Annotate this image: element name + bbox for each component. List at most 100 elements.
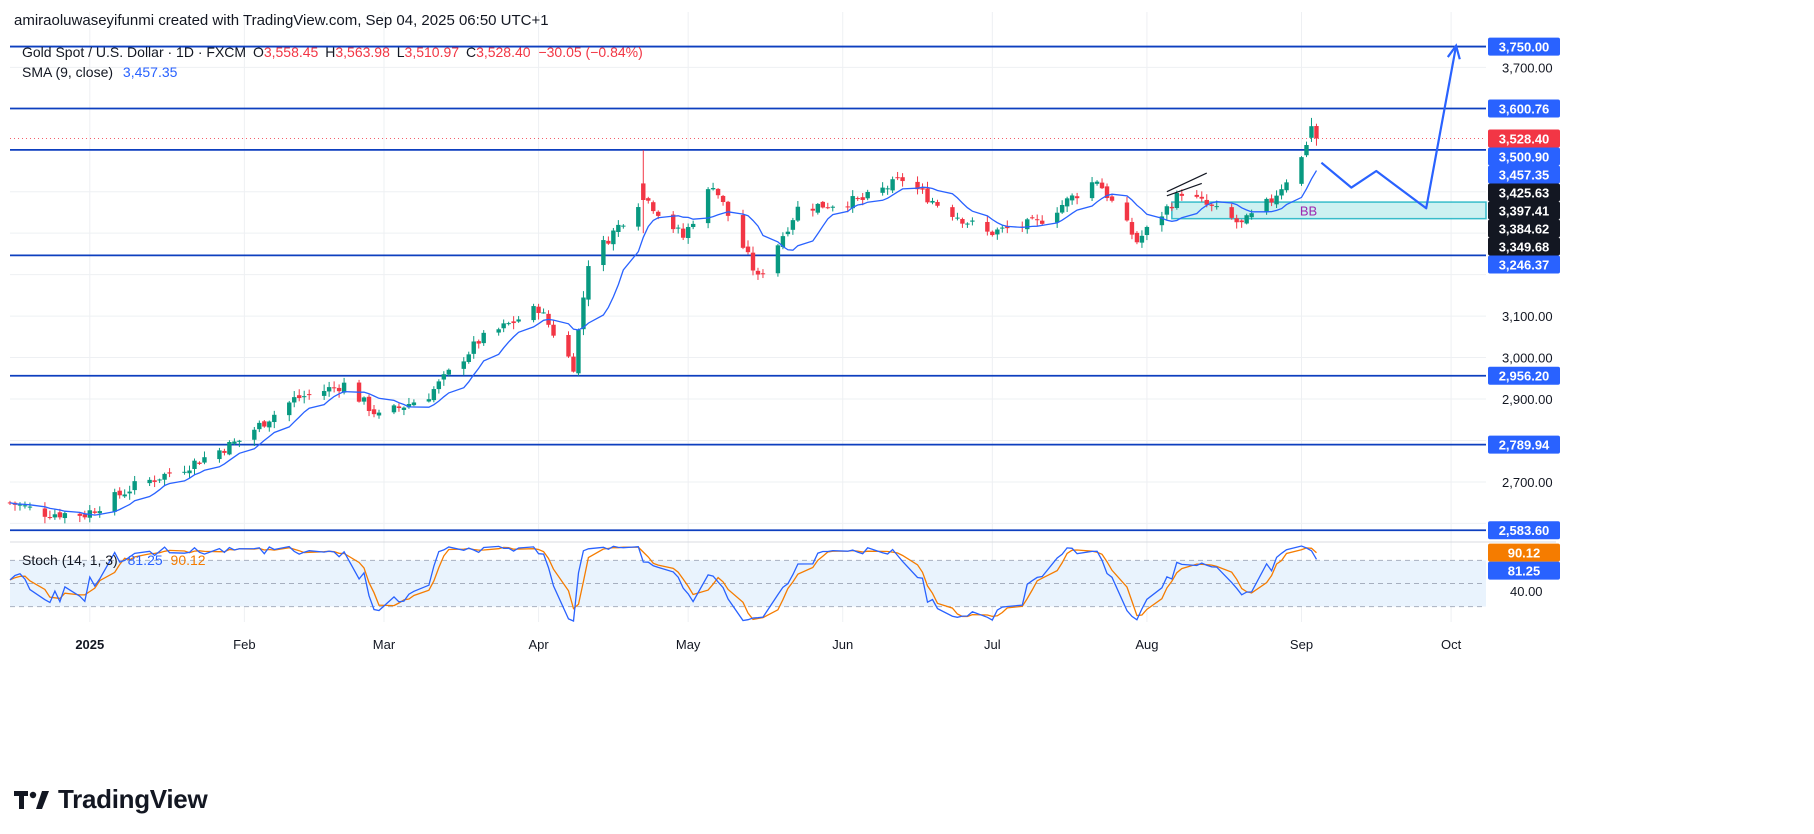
candle-down [1109,196,1115,201]
candle-up [1000,227,1005,229]
candle-up [272,414,277,423]
candle-up [675,227,681,229]
candle-down [960,219,965,224]
candle-down [167,472,172,474]
change-value: −30.05 (−0.84%) [538,44,643,60]
candle-down [82,514,87,518]
candle-down [755,270,761,275]
stoch-tag [1488,543,1560,562]
candle-up [471,341,476,354]
candle-down [1209,204,1214,206]
candle-down [262,421,267,427]
candle-up [1089,182,1095,199]
candle-up [401,407,407,410]
trendlines[interactable] [1166,172,1208,197]
stoch-legend[interactable]: Stoch (14, 1, 3) 81.25 90.12 [22,552,206,568]
candle-up [1069,195,1075,201]
candle-up [192,460,197,469]
candle-up [890,179,895,191]
projection-polyline [1320,45,1458,210]
candle-up [1279,189,1284,196]
tradingview-logo-icon [14,790,49,809]
price-tag [1488,255,1560,274]
candle-up [970,220,975,222]
candle-up [292,397,297,403]
candles [7,117,1319,524]
candle-down [511,321,516,324]
candle-up [506,323,511,325]
price-tag [1488,237,1560,256]
candle-down [152,480,157,482]
trendline [1166,182,1202,197]
sma-label: SMA (9, close) [22,64,114,80]
candle-up [391,405,397,413]
candle-down [820,201,825,208]
candle-down [77,513,83,516]
low-value: 3,510.97 [404,44,460,60]
candle-up [930,200,935,203]
projection-path[interactable] [1320,43,1461,210]
stoch-d-value: 90.12 [170,552,206,568]
candle-down [1204,199,1209,205]
price-tag-label: 3,349.68 [1499,239,1550,254]
candle-up [995,229,1000,235]
candle-down [656,211,661,216]
time-axis[interactable]: 2025 Feb Mar Apr May Jun Jul Aug Sep Oct [75,637,1461,652]
candle-up [616,224,621,233]
candle-down [671,214,676,230]
candle-up [885,188,890,190]
horizontal-levels[interactable] [10,45,1486,532]
candle-up [237,440,242,442]
candle-up [257,422,262,430]
candle-up [501,323,506,329]
candle-up [162,473,167,480]
high-label: H [325,44,336,60]
sma-polyline [9,170,1318,516]
candle-down [1134,232,1140,243]
candle-up [581,297,586,330]
candle-down [42,508,48,517]
candle-up [586,266,591,300]
candle-up [1144,226,1150,236]
trendline [1166,172,1208,193]
price-tag-label: 2,789.94 [1499,438,1550,453]
candle-up [636,207,641,227]
candle-up [1284,182,1289,191]
candle-down [1169,206,1175,209]
candle-up [1174,193,1180,208]
stoch-k-value: 81.25 [127,552,163,568]
candle-up [965,223,970,225]
candle-up [601,240,606,266]
candle-up [496,329,501,333]
candle-up [321,391,327,396]
candle-up [112,492,117,512]
close-value: 3,528.40 [476,44,531,60]
open-label: O [252,44,264,60]
candle-up [436,381,442,390]
candle-up [361,397,367,402]
sma-legend[interactable]: SMA (9, close) 3,457.35 [22,64,177,80]
candle-down [331,387,337,389]
candle-up [127,491,132,494]
candle-up [202,457,207,463]
candle-up [795,206,801,221]
tradingview-brand[interactable]: TradingView [14,784,208,815]
candle-up [1249,213,1254,218]
candle-up [1059,204,1065,213]
candle-up [685,226,691,239]
candle-down [855,198,860,200]
time-tick-label: Apr [528,637,549,652]
price-tag [1488,129,1560,148]
candle-up [710,188,716,190]
candle-down [740,215,746,248]
candle-up [481,332,486,344]
candle-down [1005,226,1010,229]
bb-zone[interactable]: BB [1171,201,1487,220]
candle-down [715,188,721,196]
symbol-legend[interactable]: Gold Spot / U.S. Dollar · 1D · FXCM O3,5… [22,44,643,60]
price-axis[interactable]: 3,700.00 3,100.00 3,000.00 2,900.00 2,700.00… [1502,60,1553,599]
high-value: 3,563.98 [335,44,390,60]
time-tick-label: Mar [373,637,396,652]
candle-up [232,441,237,444]
